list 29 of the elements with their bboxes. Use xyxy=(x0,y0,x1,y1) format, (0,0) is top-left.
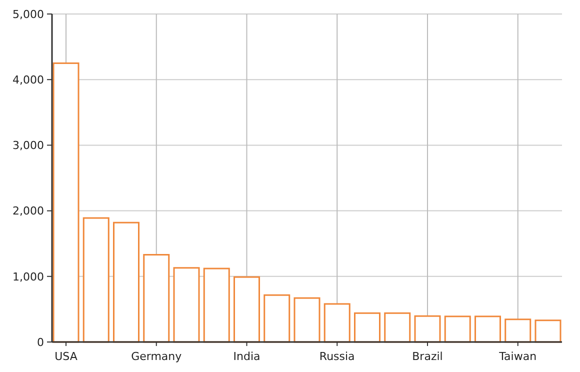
x-tick-label: Germany xyxy=(131,350,182,363)
bar xyxy=(173,267,200,343)
bar xyxy=(294,297,320,343)
bar xyxy=(143,254,170,343)
bar xyxy=(444,316,471,343)
bar xyxy=(504,318,532,343)
bar xyxy=(384,312,411,343)
x-tick-label: India xyxy=(233,350,260,363)
bar xyxy=(474,316,501,343)
bar xyxy=(534,320,562,343)
y-tick-label: 1,000 xyxy=(12,270,44,284)
bar xyxy=(264,294,290,343)
x-tick-label: Brazil xyxy=(412,350,443,363)
y-tick-label: 0 xyxy=(37,336,44,349)
bar xyxy=(414,315,441,343)
bar xyxy=(203,268,230,343)
bar xyxy=(234,276,260,343)
y-tick-label: 5,000 xyxy=(12,8,44,21)
bar xyxy=(82,217,110,343)
x-tick-label: Russia xyxy=(319,350,355,363)
bar xyxy=(354,312,380,343)
y-tick-label: 4,000 xyxy=(12,73,44,86)
x-tick-label: USA xyxy=(54,350,78,363)
y-tick-label: 3,000 xyxy=(12,139,44,152)
bar xyxy=(113,222,140,343)
y-tick-label: 2,000 xyxy=(12,204,44,218)
bar xyxy=(324,303,350,343)
x-tick-label: Taiwan xyxy=(498,350,537,363)
bar xyxy=(52,62,80,343)
